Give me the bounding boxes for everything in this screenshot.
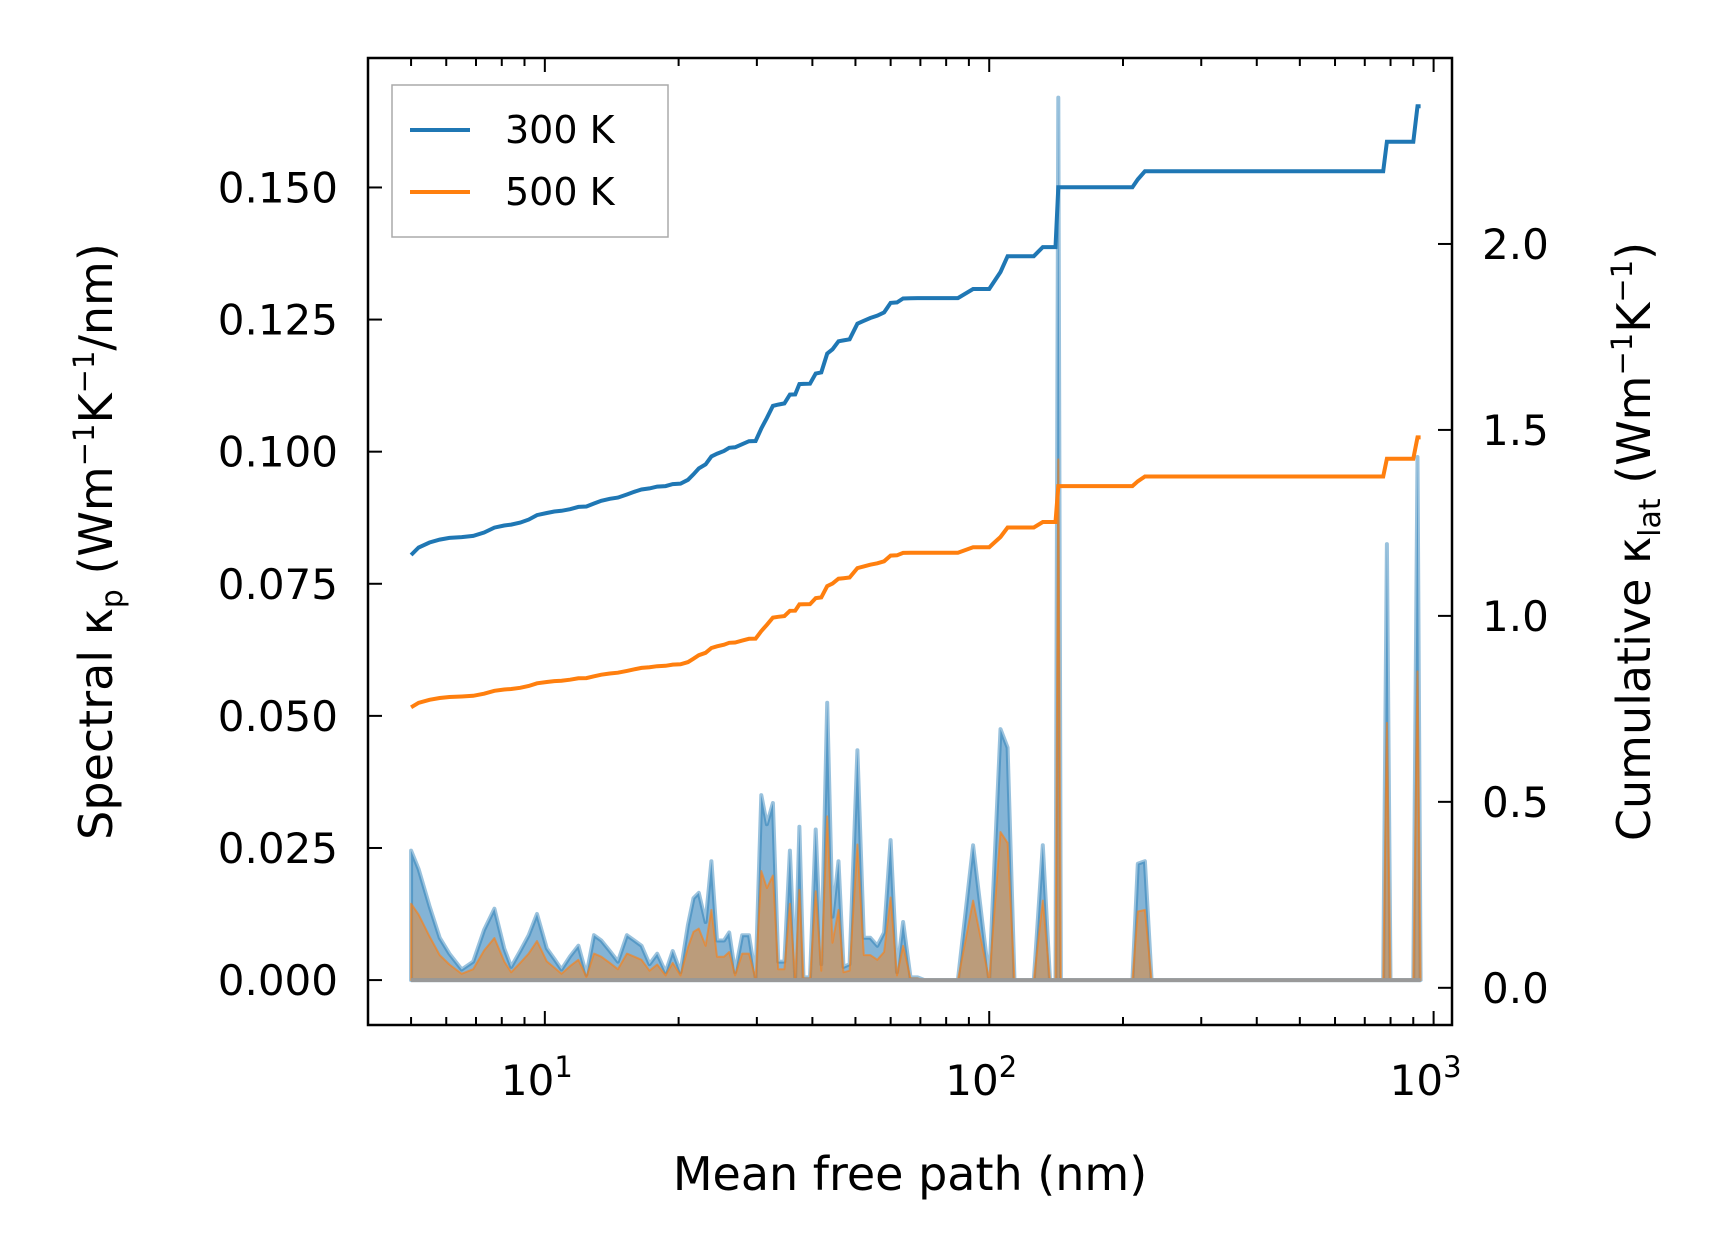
x-axis-label: Mean free path (nm) xyxy=(673,1147,1147,1201)
y-right-tick-label: 1.0 xyxy=(1482,592,1549,641)
y-left-tick-label: 0.125 xyxy=(218,296,338,345)
x-tick-label: 103 xyxy=(1390,1050,1462,1105)
y-right-tick-label: 1.5 xyxy=(1482,406,1549,455)
x-tick-label: 102 xyxy=(945,1050,1017,1105)
plot-frame xyxy=(366,56,1454,1027)
x-tick-label: 101 xyxy=(501,1050,573,1105)
y-left-tick-label: 0.025 xyxy=(218,824,338,873)
y-right-axis-label: Cumulative κlat (Wm−1K−1) xyxy=(1605,242,1668,841)
cumulative-line-300k xyxy=(409,104,1421,557)
legend-label: 500 K xyxy=(505,170,616,214)
legend-box xyxy=(391,84,669,238)
y-left-tick-label: 0.000 xyxy=(218,956,338,1005)
legend-label: 300 K xyxy=(505,108,616,152)
y-right-tick-label: 0.0 xyxy=(1482,964,1549,1013)
y-right-tick-label: 2.0 xyxy=(1482,220,1549,269)
y-left-tick-label: 0.150 xyxy=(218,163,338,212)
y-left-tick-label: 0.075 xyxy=(218,560,338,609)
y-right-tick-label: 0.5 xyxy=(1482,778,1549,827)
y-left-tick-label: 0.050 xyxy=(218,692,338,741)
cumulative-line-500k xyxy=(410,435,1421,710)
y-left-tick-label: 0.100 xyxy=(218,428,338,477)
y-left-axis-label: Spectral κp (Wm−1K−1/nm) xyxy=(67,243,130,840)
